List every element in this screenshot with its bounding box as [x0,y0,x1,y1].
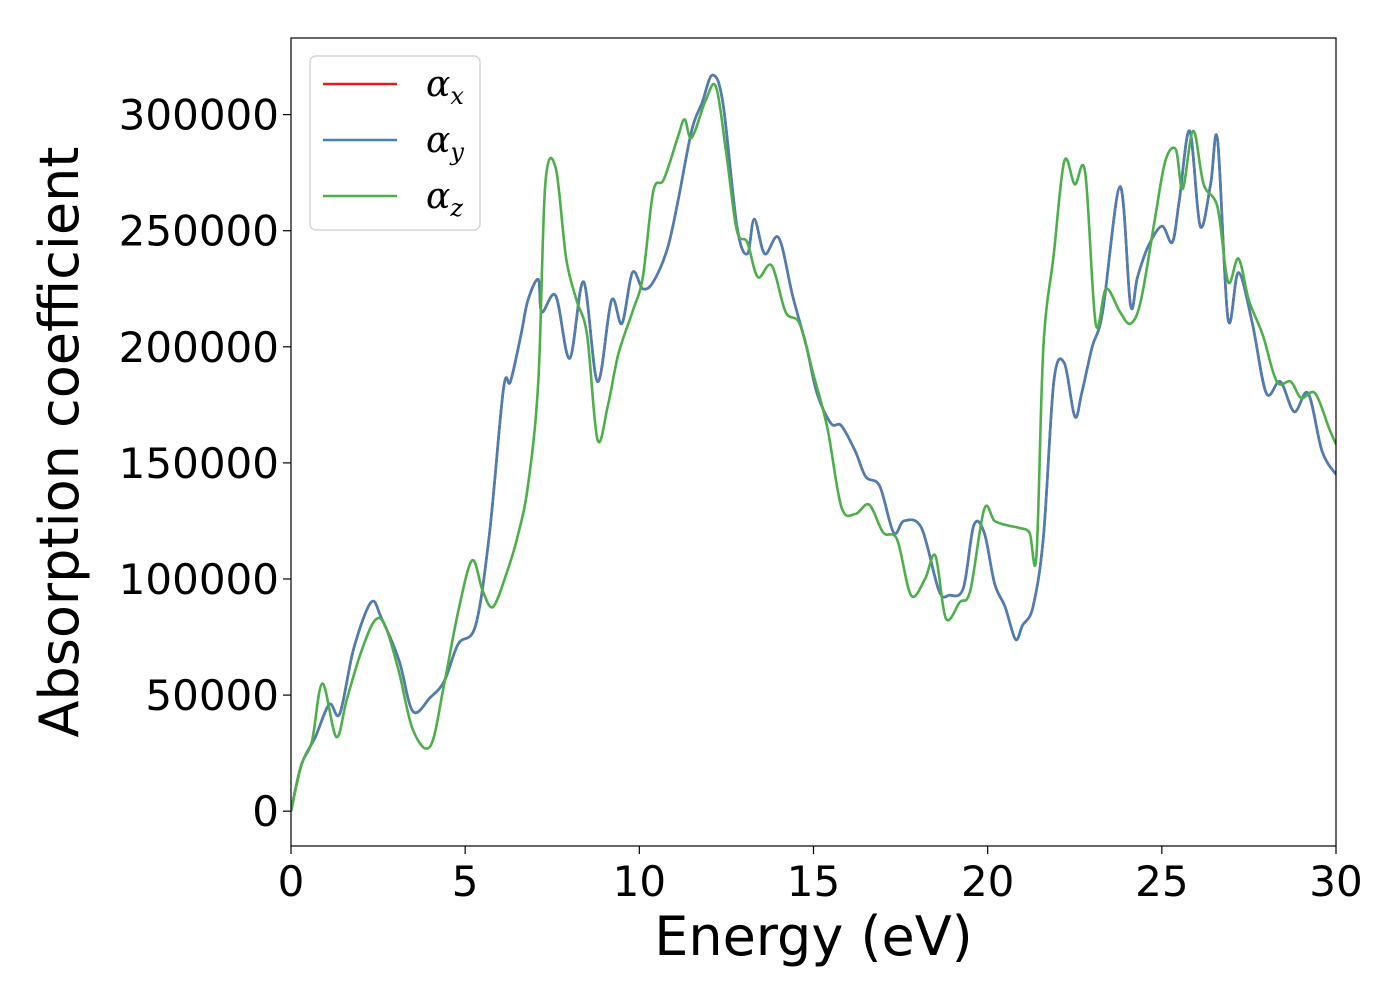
x-tick-label: 30 [1309,857,1362,906]
y-axis: 0 50000 100000 150000 200000 250000 300000 [119,91,291,836]
series-line-alpha-z [291,82,1336,812]
legend-box [309,55,481,231]
series-layer [291,73,1336,812]
x-tick-label: 20 [961,857,1014,906]
y-tick-label: 50000 [145,671,279,720]
x-tick-label: 25 [1135,857,1188,906]
y-tick-label: 200000 [119,323,279,372]
legend-label-alpha-x: αx [426,64,464,110]
y-axis-label: Absorption coefficient [28,147,91,738]
x-tick-label: 5 [452,857,479,906]
x-tick-label: 0 [278,857,305,906]
legend-label-alpha-y: αy [426,120,464,166]
x-axis: 0 5 10 15 20 25 30 [278,846,1363,906]
y-tick-label: 300000 [119,91,279,140]
x-tick-label: 10 [613,857,666,906]
y-tick-label: 150000 [119,439,279,488]
legend-label-alpha-z: αz [426,176,463,222]
series-line-alpha-y [291,73,1336,812]
x-tick-label: 15 [787,857,840,906]
y-tick-label: 250000 [119,207,279,256]
y-tick-label: 0 [252,787,279,836]
x-axis-label: Energy (eV) [654,905,973,968]
y-tick-label: 100000 [119,555,279,604]
legend: αx αy αz [309,55,481,231]
